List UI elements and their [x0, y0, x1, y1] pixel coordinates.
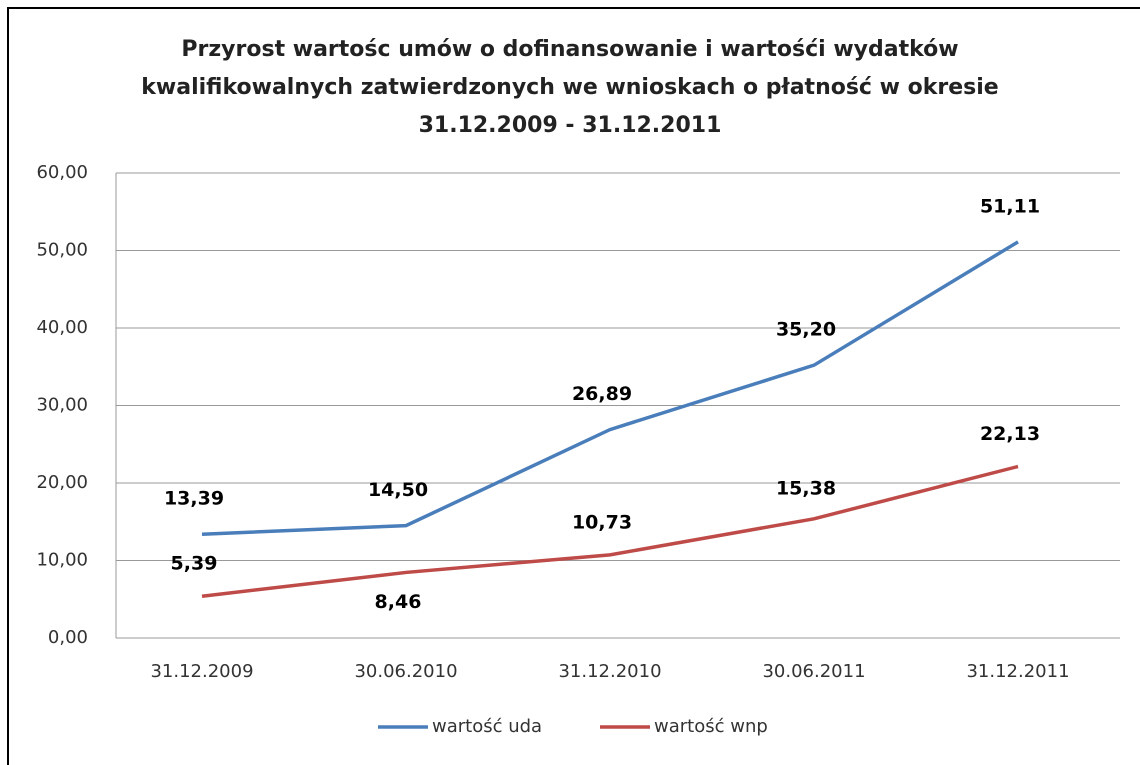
y-tick-label: 50,00: [36, 240, 88, 261]
x-tick-label: 31.12.2009: [150, 661, 253, 682]
data-label: 15,38: [776, 477, 836, 499]
data-label: 35,20: [776, 319, 836, 341]
y-tick-label: 20,00: [36, 472, 88, 493]
chart-frame: [7, 7, 1140, 765]
data-label: 22,13: [980, 423, 1040, 445]
y-tick-label: 10,00: [36, 550, 88, 571]
x-tick-label: 31.12.2010: [558, 661, 661, 682]
legend-label: wartość wnp: [654, 716, 768, 737]
y-tick-label: 30,00: [36, 395, 88, 416]
x-tick-label: 31.12.2011: [966, 661, 1069, 682]
chart-title: Przyrost wartośc umów o dofinansowanie i…: [181, 37, 958, 62]
y-tick-label: 60,00: [36, 162, 88, 183]
legend-label: wartość uda: [432, 716, 542, 737]
x-tick-label: 30.06.2011: [762, 661, 865, 682]
data-label: 8,46: [375, 591, 422, 613]
y-tick-label: 40,00: [36, 317, 88, 338]
data-label: 10,73: [572, 511, 632, 533]
chart-title: kwalifikowalnych zatwierdzonych we wnios…: [141, 75, 998, 100]
data-label: 26,89: [572, 383, 632, 405]
data-label: 51,11: [980, 195, 1040, 217]
data-line: [201, 240, 1019, 536]
x-tick-label: 30.06.2010: [354, 661, 457, 682]
data-line: [201, 464, 1019, 598]
chart-title: 31.12.2009 - 31.12.2011: [419, 113, 722, 138]
data-label: 13,39: [164, 488, 224, 510]
data-label: 14,50: [368, 479, 428, 501]
y-tick-label: 0,00: [48, 627, 88, 648]
data-label: 5,39: [171, 553, 218, 575]
